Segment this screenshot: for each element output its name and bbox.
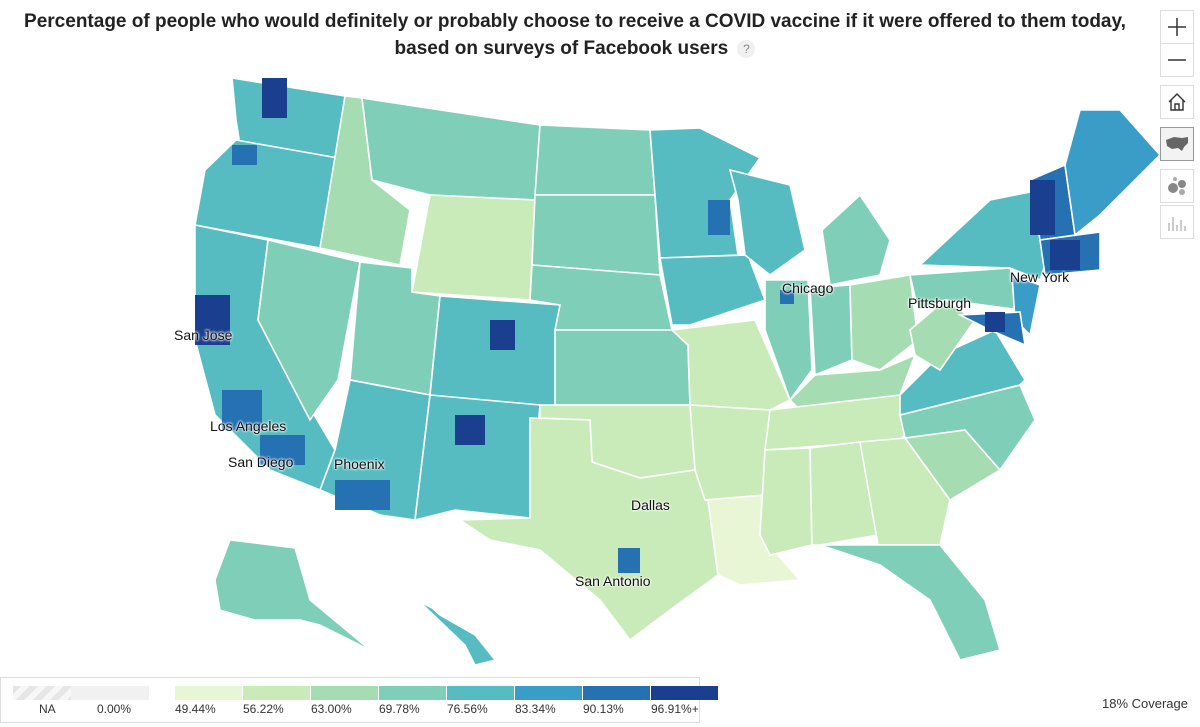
- legend-swatch-na: [13, 686, 71, 700]
- legend: NA 0.00% 49.44% 56.22% 63.00% 69.78% 76.56% 8…: [0, 677, 718, 723]
- legend-label-8: 96.91%+: [651, 702, 699, 716]
- state-iowa[interactable]: [659, 254, 767, 326]
- state-north-dakota[interactable]: [534, 124, 656, 196]
- mainland-states: [194, 77, 1162, 661]
- county-highlights: [195, 78, 1080, 573]
- county-phoenix[interactable]: [335, 480, 390, 510]
- legend-swatch-8: [651, 686, 718, 700]
- legend-swatch-2: [243, 686, 310, 700]
- state-minnesota[interactable]: [649, 127, 762, 259]
- state-arkansas[interactable]: [689, 404, 771, 501]
- county-chicago[interactable]: [780, 290, 794, 304]
- state-maine[interactable]: [1064, 109, 1162, 237]
- city-label-new-york: New York: [1010, 269, 1070, 285]
- state-michigan[interactable]: [821, 193, 891, 286]
- city-label-san-diego: San Diego: [228, 454, 294, 470]
- spike-icon: [1168, 217, 1186, 231]
- zoom-out-button[interactable]: [1160, 43, 1194, 77]
- legend-swatch-3: [311, 686, 378, 700]
- legend-swatch-7: [583, 686, 650, 700]
- state-texas[interactable]: [457, 417, 719, 642]
- choropleth-view-button[interactable]: [1160, 127, 1194, 161]
- state-montana[interactable]: [361, 97, 541, 201]
- title-text: Percentage of people who would definitel…: [24, 11, 1126, 59]
- map-toolbar: [1160, 10, 1196, 241]
- legend-swatch-4: [379, 686, 446, 700]
- legend-label-zero: 0.00%: [97, 702, 132, 716]
- bubble-icon: [1168, 177, 1186, 195]
- state-wyoming[interactable]: [411, 194, 536, 301]
- legend-label-1: 49.44%: [175, 702, 216, 716]
- county-san-antonio[interactable]: [618, 548, 640, 573]
- state-wisconsin[interactable]: [728, 168, 806, 277]
- state-kansas[interactable]: [554, 329, 691, 406]
- city-label-san-jose: San Jose: [174, 327, 233, 343]
- county-san-diego[interactable]: [260, 435, 305, 465]
- county-dc[interactable]: [985, 312, 1005, 332]
- legend-swatch-5: [447, 686, 514, 700]
- chart-title: Percentage of people who would definitel…: [0, 8, 1150, 62]
- state-florida[interactable]: [819, 544, 1002, 661]
- state-nevada[interactable]: [257, 239, 361, 422]
- plus-icon: [1168, 18, 1186, 36]
- state-indiana[interactable]: [809, 284, 853, 377]
- alaska-hawaii: [214, 539, 497, 666]
- state-hawaii[interactable]: [419, 601, 497, 666]
- county-portland[interactable]: [232, 145, 257, 165]
- county-santa-fe[interactable]: [455, 415, 485, 445]
- state-illinois[interactable]: [764, 279, 813, 402]
- home-button[interactable]: [1160, 85, 1194, 119]
- city-label-pittsburgh: Pittsburgh: [908, 295, 972, 311]
- state-west-virginia[interactable]: [909, 298, 977, 372]
- city-label-phoenix: Phoenix: [334, 456, 385, 472]
- county-bay-area[interactable]: [195, 295, 230, 345]
- coverage-label: 18% Coverage: [1102, 696, 1188, 711]
- state-new-mexico[interactable]: [414, 394, 541, 522]
- spike-view-button[interactable]: [1160, 205, 1194, 239]
- city-label-chicago: Chicago: [782, 280, 834, 296]
- bubble-view-button[interactable]: [1160, 169, 1194, 203]
- state-south-dakota[interactable]: [531, 194, 661, 276]
- legend-label-3: 63.00%: [311, 702, 352, 716]
- state-ohio[interactable]: [849, 274, 919, 371]
- state-alabama[interactable]: [809, 441, 879, 546]
- city-label-dallas: Dallas: [631, 497, 670, 513]
- legend-swatch-zero: [71, 686, 149, 700]
- city-label-los-angeles: Los Angeles: [210, 418, 287, 434]
- county-los-angeles[interactable]: [222, 390, 262, 430]
- state-oregon[interactable]: [194, 139, 339, 249]
- home-icon: [1168, 93, 1186, 111]
- legend-label-2: 56.22%: [243, 702, 284, 716]
- state-mississippi[interactable]: [759, 447, 813, 556]
- state-pennsylvania[interactable]: [909, 267, 1022, 312]
- county-minneapolis[interactable]: [708, 200, 730, 235]
- county-boston[interactable]: [1050, 240, 1080, 270]
- legend-swatch-1: [175, 686, 242, 700]
- state-georgia[interactable]: [859, 437, 951, 546]
- legend-swatch-6: [515, 686, 582, 700]
- us-map-icon: [1166, 137, 1188, 151]
- legend-label-7: 90.13%: [583, 702, 624, 716]
- zoom-in-button[interactable]: [1160, 10, 1194, 44]
- state-alaska[interactable]: [214, 539, 371, 651]
- legend-label-4: 69.78%: [379, 702, 420, 716]
- state-colorado[interactable]: [429, 295, 561, 411]
- help-icon[interactable]: ?: [737, 39, 756, 58]
- county-vermont[interactable]: [1030, 180, 1055, 235]
- city-label-san-antonio: San Antonio: [575, 573, 651, 589]
- minus-icon: [1168, 59, 1186, 61]
- legend-label-na: NA: [39, 702, 56, 716]
- legend-label-5: 76.56%: [447, 702, 488, 716]
- county-denver[interactable]: [490, 320, 515, 350]
- county-seattle[interactable]: [262, 78, 287, 118]
- legend-label-6: 83.34%: [515, 702, 556, 716]
